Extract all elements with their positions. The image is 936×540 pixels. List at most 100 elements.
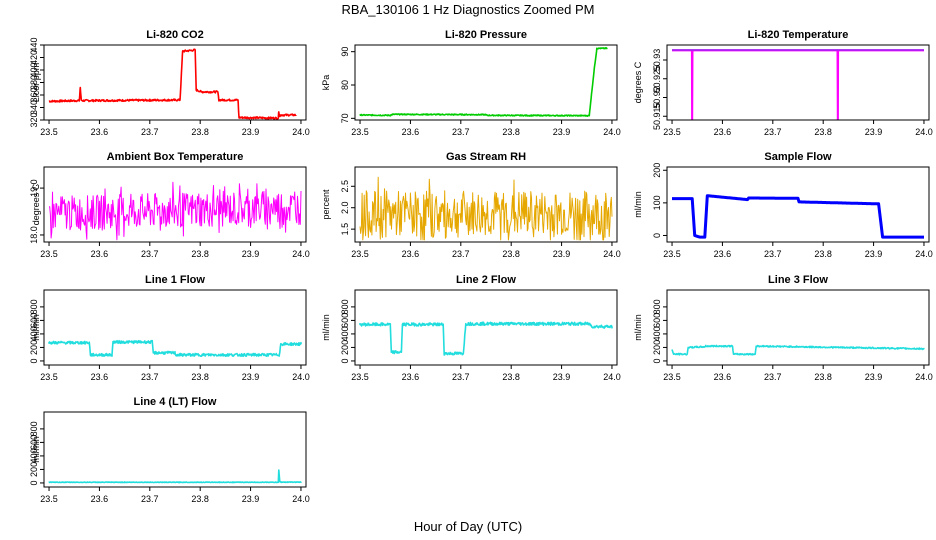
panel-frame [43,289,307,366]
x-tick-label: 23.5 [351,372,369,382]
y-tick-label: 100 [652,195,662,210]
figure-title: RBA_130106 1 Hz Diagnostics Zoomed PM [342,2,595,17]
panel-ylabel: degrees C [633,61,643,103]
y-tick-label: 200 [652,163,662,178]
x-tick-label: 23.5 [40,494,58,504]
x-tick-label: 23.9 [865,249,883,259]
x-tick-label: 23.8 [191,127,209,137]
y-tick-label: 80 [340,80,350,90]
y-tick-label: 420 [29,50,39,65]
panel-title: Gas Stream RH [446,151,526,163]
y-tick-label: 0 [652,233,662,238]
panel-frame [354,289,618,366]
y-tick-label: 800 [29,299,39,314]
x-tick-label: 24.0 [292,372,310,382]
panel-plot-area [48,339,302,357]
panel-0: Li-820 CO2 Licor ppm 23.5 23.6 23.7 23.8 23.9 2… [29,29,310,137]
panel-2: Li-820 Temperature degrees C 23.5 23.6 23.7 2… [633,29,933,137]
x-tick-label: 23.8 [502,249,520,259]
y-tick-label: 800 [340,299,350,314]
y-tick-label: 380 [29,75,39,90]
x-tick-label: 23.6 [714,372,732,382]
y-tick-label: 0 [652,358,662,363]
panel-frame [43,166,307,243]
series-line-0 [671,194,925,239]
y-tick-label: 200 [340,340,350,355]
y-tick-label: 19.0 [29,179,39,197]
panel-frame [666,289,930,366]
y-tick-label: 800 [29,421,39,436]
panel-frame [43,411,307,488]
panel-plot-area [359,47,608,117]
y-tick-label: 2.5 [340,180,350,193]
x-tick-label: 23.5 [351,127,369,137]
panel-frame [354,166,618,243]
y-tick-label: 90 [340,47,350,57]
x-tick-label: 23.9 [865,127,883,137]
x-tick-label: 24.0 [292,249,310,259]
panel-title: Line 2 Flow [456,274,516,286]
x-tick-label: 24.0 [603,372,621,382]
x-tick-label: 23.9 [242,249,260,259]
x-tick-label: 23.7 [141,127,159,137]
y-tick-label: 320 [29,112,39,127]
x-tick-label: 23.9 [242,494,260,504]
x-tick-label: 23.6 [91,494,109,504]
x-tick-label: 23.9 [553,249,571,259]
x-tick-label: 23.6 [402,127,420,137]
y-tick-label: 440 [29,37,39,52]
panel-plot-area [672,49,924,120]
x-tick-label: 24.0 [915,127,933,137]
panel-plot-area [671,194,925,239]
series-line-0 [48,469,302,484]
x-tick-label: 24.0 [915,372,933,382]
panel-plot-area [671,344,925,356]
y-tick-label: 360 [29,87,39,102]
y-tick-label: 200 [652,340,662,355]
panel-frame [666,44,930,121]
panel-title: Sample Flow [764,151,832,163]
series-line-0 [359,176,613,241]
x-tick-label: 23.8 [502,127,520,137]
panel-4: Gas Stream RH percent 23.5 23.6 23.7 23.8 23.9… [321,151,621,259]
panel-ylabel: ml/min [633,314,643,341]
y-tick-label: 600 [29,435,39,450]
panel-ylabel: ml/min [633,191,643,218]
y-tick-label: 400 [340,326,350,341]
x-tick-label: 23.6 [714,249,732,259]
series-line-0 [359,321,613,356]
x-tick-label: 24.0 [603,249,621,259]
series-line-0 [49,181,302,241]
x-tick-label: 23.7 [764,127,782,137]
panel-9: Line 4 (LT) Flow ml/min 23.5 23.6 23.7 23.8 23… [29,396,310,504]
x-tick-label: 23.8 [502,372,520,382]
x-tick-label: 23.9 [242,372,260,382]
y-tick-label: 400 [652,326,662,341]
x-tick-label: 23.5 [40,249,58,259]
panel-title: Ambient Box Temperature [107,151,244,163]
x-tick-label: 23.8 [814,249,832,259]
y-tick-label: 50.915 [652,102,662,130]
x-tick-label: 23.9 [865,372,883,382]
y-tick-label: 800 [652,299,662,314]
x-tick-label: 23.8 [191,249,209,259]
x-tick-label: 23.8 [191,372,209,382]
y-tick-label: 600 [340,313,350,328]
panel-7: Line 2 Flow ml/min 23.5 23.6 23.7 23.8 23.9 24.… [321,274,621,382]
x-tick-label: 24.0 [603,127,621,137]
y-tick-label: 0 [340,358,350,363]
x-tick-label: 24.0 [292,127,310,137]
panel-plot-area [48,469,302,484]
x-tick-label: 23.6 [402,372,420,382]
panel-title: Li-820 Temperature [748,29,849,41]
panel-5: Sample Flow ml/min 23.5 23.6 23.7 23.8 23.9 24.… [633,151,933,259]
y-tick-label: 200 [29,462,39,477]
x-tick-label: 23.6 [91,127,109,137]
panel-plot-area [48,48,297,120]
series-line-0 [672,49,924,120]
panel-ylabel: ml/min [321,314,331,341]
series-line-0 [671,344,925,356]
panel-title: Line 3 Flow [768,274,828,286]
panel-ylabel: degrees C [31,183,41,225]
